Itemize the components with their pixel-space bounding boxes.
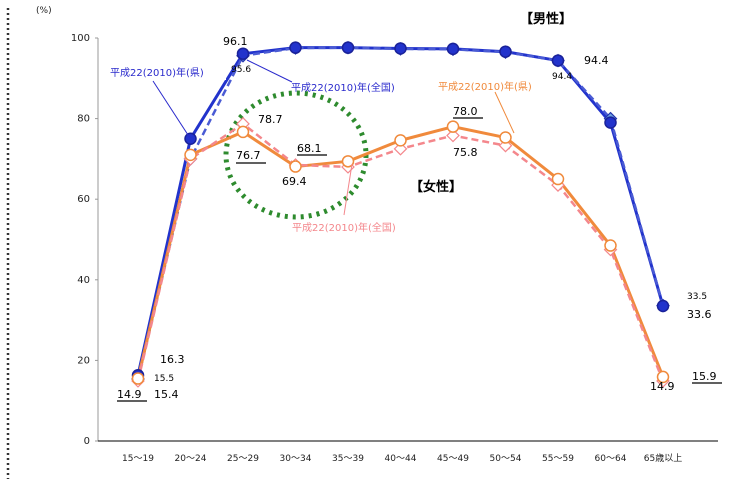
data-label: 14.9: [117, 388, 142, 401]
data-point-male-pref: [499, 45, 512, 58]
callout-box-male-pref: [108, 64, 226, 80]
data-label: 16.3: [160, 353, 185, 366]
data-label: 33.5: [687, 292, 707, 302]
data-point-female-pref: [446, 120, 460, 133]
data-point-female-national: [446, 128, 460, 143]
callout-male-national: 平成22(2010)年(全国): [291, 81, 395, 94]
data-label: 75.8: [453, 146, 478, 159]
x-tick-label: 65歳以上: [644, 452, 682, 464]
data-label: 96.1: [223, 35, 248, 48]
y-tick-label: 80: [77, 114, 90, 125]
y-tick-label: 0: [84, 436, 90, 447]
female-section-label: 【女性】: [410, 179, 462, 195]
data-label: 69.4: [282, 175, 307, 188]
male-section-label: 【男性】: [520, 11, 572, 27]
data-point-female-pref: [604, 239, 617, 252]
y-tick-label: 60: [77, 194, 90, 205]
data-label: 33.6: [687, 308, 712, 321]
data-point-male-pref: [184, 132, 197, 145]
data-point-female-pref: [656, 370, 670, 384]
data-point-male-pref: [394, 42, 407, 55]
data-point-female-pref: [499, 131, 512, 144]
series-layer: [136, 46, 665, 382]
data-label: 78.0: [453, 105, 478, 118]
data-point-female-pref: [289, 160, 302, 173]
x-tick-label: 55～59: [542, 454, 574, 464]
data-label: 78.7: [258, 113, 283, 126]
data-point-male-pref: [446, 42, 460, 56]
x-tick-label: 45～49: [437, 454, 469, 464]
x-ticks: 15～19 20～24 25～29 30～34 35～39 40～44 45～49 50～54…: [122, 452, 682, 464]
x-tick-label: 60～64: [595, 454, 627, 464]
data-label: 15.4: [154, 388, 179, 401]
data-point-female-pref: [236, 125, 250, 139]
data-point-male-pref: [289, 41, 302, 54]
series-line-female-national: [136, 122, 665, 382]
y-tick-label: 20: [77, 355, 90, 366]
x-tick-label: 40～44: [385, 454, 417, 464]
x-tick-label: 50～54: [490, 454, 522, 464]
x-tick-label: 15～19: [122, 454, 154, 464]
data-point-female-pref: [394, 134, 407, 147]
data-label: 68.1: [297, 142, 322, 155]
y-ticks: 0 20 40 60 80 100: [71, 33, 98, 447]
data-label: 14.9: [650, 380, 675, 393]
data-point-female-pref: [341, 155, 355, 168]
data-point-female-pref: [184, 148, 197, 162]
marker-layer: [131, 40, 670, 388]
callout-leader-male-national: [246, 59, 293, 83]
x-tick-label: 20～24: [175, 454, 207, 464]
x-tick-label: 30～34: [280, 454, 312, 464]
data-point-male-pref: [236, 47, 250, 60]
y-tick-label: 100: [71, 33, 90, 44]
data-point-male-pref: [551, 54, 565, 67]
data-point-female-pref: [551, 172, 565, 186]
y-tick-label: 40: [77, 275, 90, 286]
data-labels: 96.1 95.6 94.4 94.4 78.7 76.7 68.1 69.4 …: [117, 35, 717, 401]
data-point-male-pref: [604, 116, 617, 129]
data-label: 94.4: [552, 72, 572, 82]
callout-female-national: 平成22(2010)年(全国): [292, 221, 396, 234]
data-label: 94.4: [584, 54, 609, 67]
label-underlines: [117, 117, 722, 402]
data-point-male-pref: [656, 299, 670, 313]
data-label: 76.7: [236, 149, 261, 162]
series-line-female-pref: [136, 125, 665, 379]
callout-leader-male-pref: [152, 80, 191, 139]
data-label: 15.5: [154, 374, 174, 384]
callout-leader-female-pref: [494, 91, 515, 134]
x-tick-label: 25～29: [227, 454, 259, 464]
callout-leader-female-national: [343, 163, 353, 216]
data-label: 15.9: [692, 370, 717, 383]
x-tick-label: 35～39: [332, 454, 364, 464]
data-point-male-pref: [341, 41, 355, 54]
callout-male-pref: 平成22(2010)年(県): [110, 66, 204, 79]
data-label: 95.6: [231, 65, 251, 75]
y-unit-label: (%): [36, 6, 52, 16]
callout-female-pref: 平成22(2010)年(県): [438, 80, 532, 93]
data-point-female-pref: [131, 372, 145, 385]
